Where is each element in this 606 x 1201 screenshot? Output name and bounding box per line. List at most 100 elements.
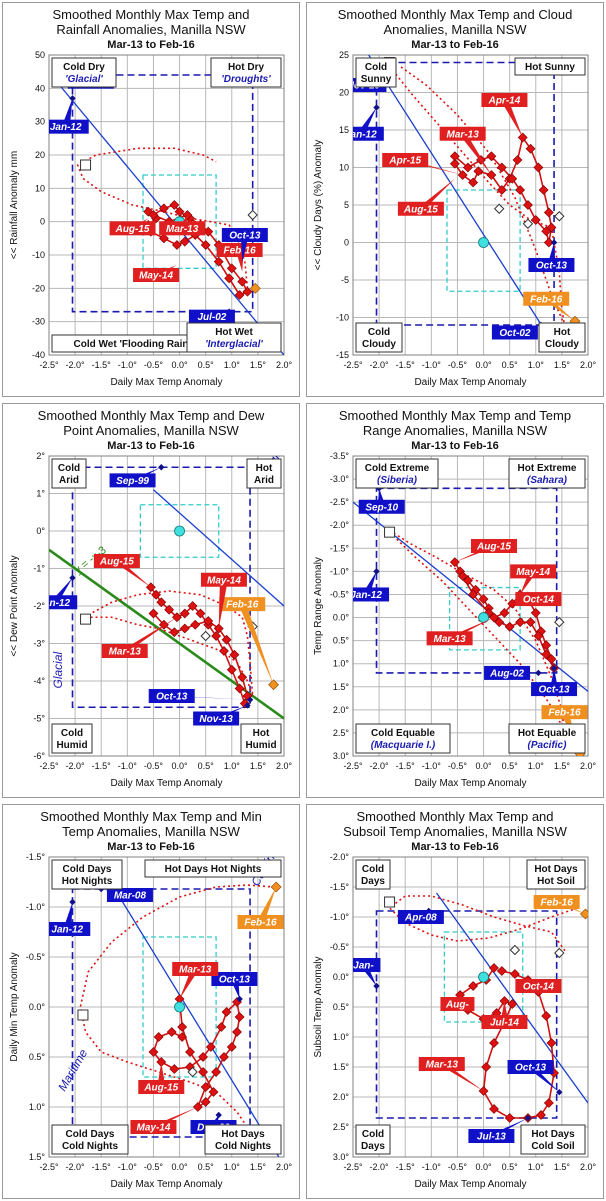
trajectory-marker	[200, 240, 211, 250]
callout-box	[468, 1129, 515, 1143]
trajectory-marker	[148, 1047, 159, 1057]
trajectory-marker	[457, 571, 468, 581]
y-tick-label: 20	[339, 88, 349, 98]
chart-subtitle: Mar-13 to Feb-16	[411, 440, 498, 452]
trajectory-marker	[515, 617, 526, 628]
trajectory-marker	[166, 1027, 177, 1037]
quadrant-label: Cloudy	[545, 339, 579, 350]
callout-label: Feb-16	[541, 898, 574, 909]
trajectory-marker	[541, 1011, 552, 1021]
y-tick-label: 3.0°	[333, 751, 350, 761]
chart-title-line-2: Range Anomalies, Manilla NSW	[363, 423, 548, 438]
trajectory-marker	[219, 1052, 229, 1062]
callout-label: Feb-16	[530, 294, 563, 305]
reference-point	[69, 95, 76, 102]
open-point	[494, 203, 505, 214]
trajectory-marker	[515, 185, 526, 195]
long-term-path	[85, 590, 254, 697]
callout-label: Oct-13	[515, 1063, 547, 1074]
callout-box	[382, 153, 429, 167]
callout-label: Jul-14	[490, 1018, 519, 1029]
plot-content: Feb-16 Oct-13 Aug-02 Mar-13 Oct-14 May-14 Aug-…	[353, 458, 588, 756]
trajectory-marker	[169, 200, 180, 210]
trajectory-marker	[507, 999, 518, 1009]
x-tick-label: 1.5°	[554, 1162, 571, 1172]
quadrant-label: Hot Days	[221, 1129, 265, 1140]
chart-subtitle: Mar-13 to Feb-16	[107, 39, 194, 51]
y-tick-label: -20	[32, 283, 45, 293]
x-axis-label: Daily Max Temp Anomaly	[414, 1179, 526, 1190]
x-tick-label: 0.0°	[171, 761, 188, 771]
y-tick-label: -1.5°	[330, 543, 350, 553]
trajectory-marker	[530, 215, 541, 225]
start-point	[384, 896, 396, 908]
trajectory-marker	[195, 608, 206, 619]
x-tick-label: -1.5°	[396, 761, 416, 771]
envelope-box	[375, 61, 555, 326]
quadrant-box	[355, 1124, 391, 1155]
quadrant-box	[51, 859, 123, 890]
x-tick-label: -2.5°	[343, 360, 363, 370]
callout-label: Mar-13	[179, 965, 212, 976]
y-tick-label: 1.5°	[333, 682, 350, 692]
x-tick-label: -1.0°	[118, 1162, 138, 1172]
y-tick-label: 5	[344, 200, 349, 210]
y-tick-label: -0.5°	[330, 589, 350, 599]
callout-label: Jan-12	[38, 598, 70, 609]
trajectory-marker	[211, 631, 222, 641]
x-tick-label: -1.0°	[422, 1162, 442, 1172]
trajectory-marker	[216, 1022, 227, 1032]
plot-frame	[352, 54, 589, 356]
trajectory-marker	[208, 1087, 219, 1097]
open-point	[554, 947, 565, 959]
callout-box	[484, 665, 531, 680]
y-tick-label: 0.5°	[29, 1052, 46, 1062]
y-tick-label: 2.0°	[333, 705, 350, 715]
callout-label: Aug-15	[99, 557, 134, 568]
quadrant-label: Hot Days Hot Nights	[165, 864, 262, 875]
callout-box	[172, 962, 219, 976]
quadrant-box	[514, 57, 586, 76]
callout-box	[49, 119, 89, 134]
callout-pointer	[218, 579, 228, 629]
y-tick-label: -1.0°	[330, 566, 350, 576]
trajectory-marker	[148, 210, 159, 220]
start-point	[80, 159, 92, 171]
trajectory-marker	[533, 631, 544, 641]
trajectory-marker	[457, 170, 468, 180]
trajectory-marker	[496, 966, 507, 976]
x-tick-label: 0.0°	[475, 1162, 492, 1172]
callout-box	[216, 243, 263, 257]
x-tick-label: 0.5°	[502, 1162, 519, 1172]
trajectory-marker	[169, 627, 180, 638]
trajectory-marker	[177, 1032, 188, 1042]
quadrant-box	[51, 57, 117, 88]
quadrant-label: Cold Wet 'Flooding Rains'	[74, 339, 197, 350]
callout-box	[418, 1057, 465, 1071]
callout-label: Aug-15	[143, 1083, 178, 1094]
chart-subtitle: Mar-13 to Feb-16	[107, 841, 194, 853]
envelope-box	[71, 74, 254, 313]
regression-line	[153, 489, 284, 607]
chart-title-line-1: Smoothed Monthly Max Temp and Dew	[38, 408, 265, 423]
quadrant-label: Cold Extreme	[365, 463, 430, 474]
y-tick-label: 0.0°	[333, 613, 350, 623]
y-tick-label: -5°	[33, 714, 45, 724]
callout-label: Oct-02	[499, 328, 531, 339]
chart-title-line-2: Temp Anomalies, Manilla NSW	[62, 824, 240, 839]
x-tick-label: 1.0°	[224, 360, 241, 370]
chart-title-line-1: Smoothed Monthly Max Temp and Cloud	[338, 7, 573, 22]
quadrant-label: Cold	[61, 728, 83, 739]
y-tick-label: -2°	[33, 601, 45, 611]
quadrant-label: Days	[361, 1141, 385, 1152]
callout-label: Oct-13	[229, 231, 261, 242]
callout-box	[148, 689, 195, 703]
y-tick-label: -6°	[33, 751, 45, 761]
chart-subtitle: Mar-13 to Feb-16	[411, 841, 498, 853]
x-tick-label: 0.5°	[198, 761, 215, 771]
x-axis-label: Daily Max Temp Anomaly	[110, 1179, 222, 1190]
y-tick-label: -1.5°	[26, 852, 46, 862]
quadrant-box	[186, 322, 282, 353]
std-dev-box	[139, 504, 220, 558]
trajectory-marker	[541, 649, 552, 660]
